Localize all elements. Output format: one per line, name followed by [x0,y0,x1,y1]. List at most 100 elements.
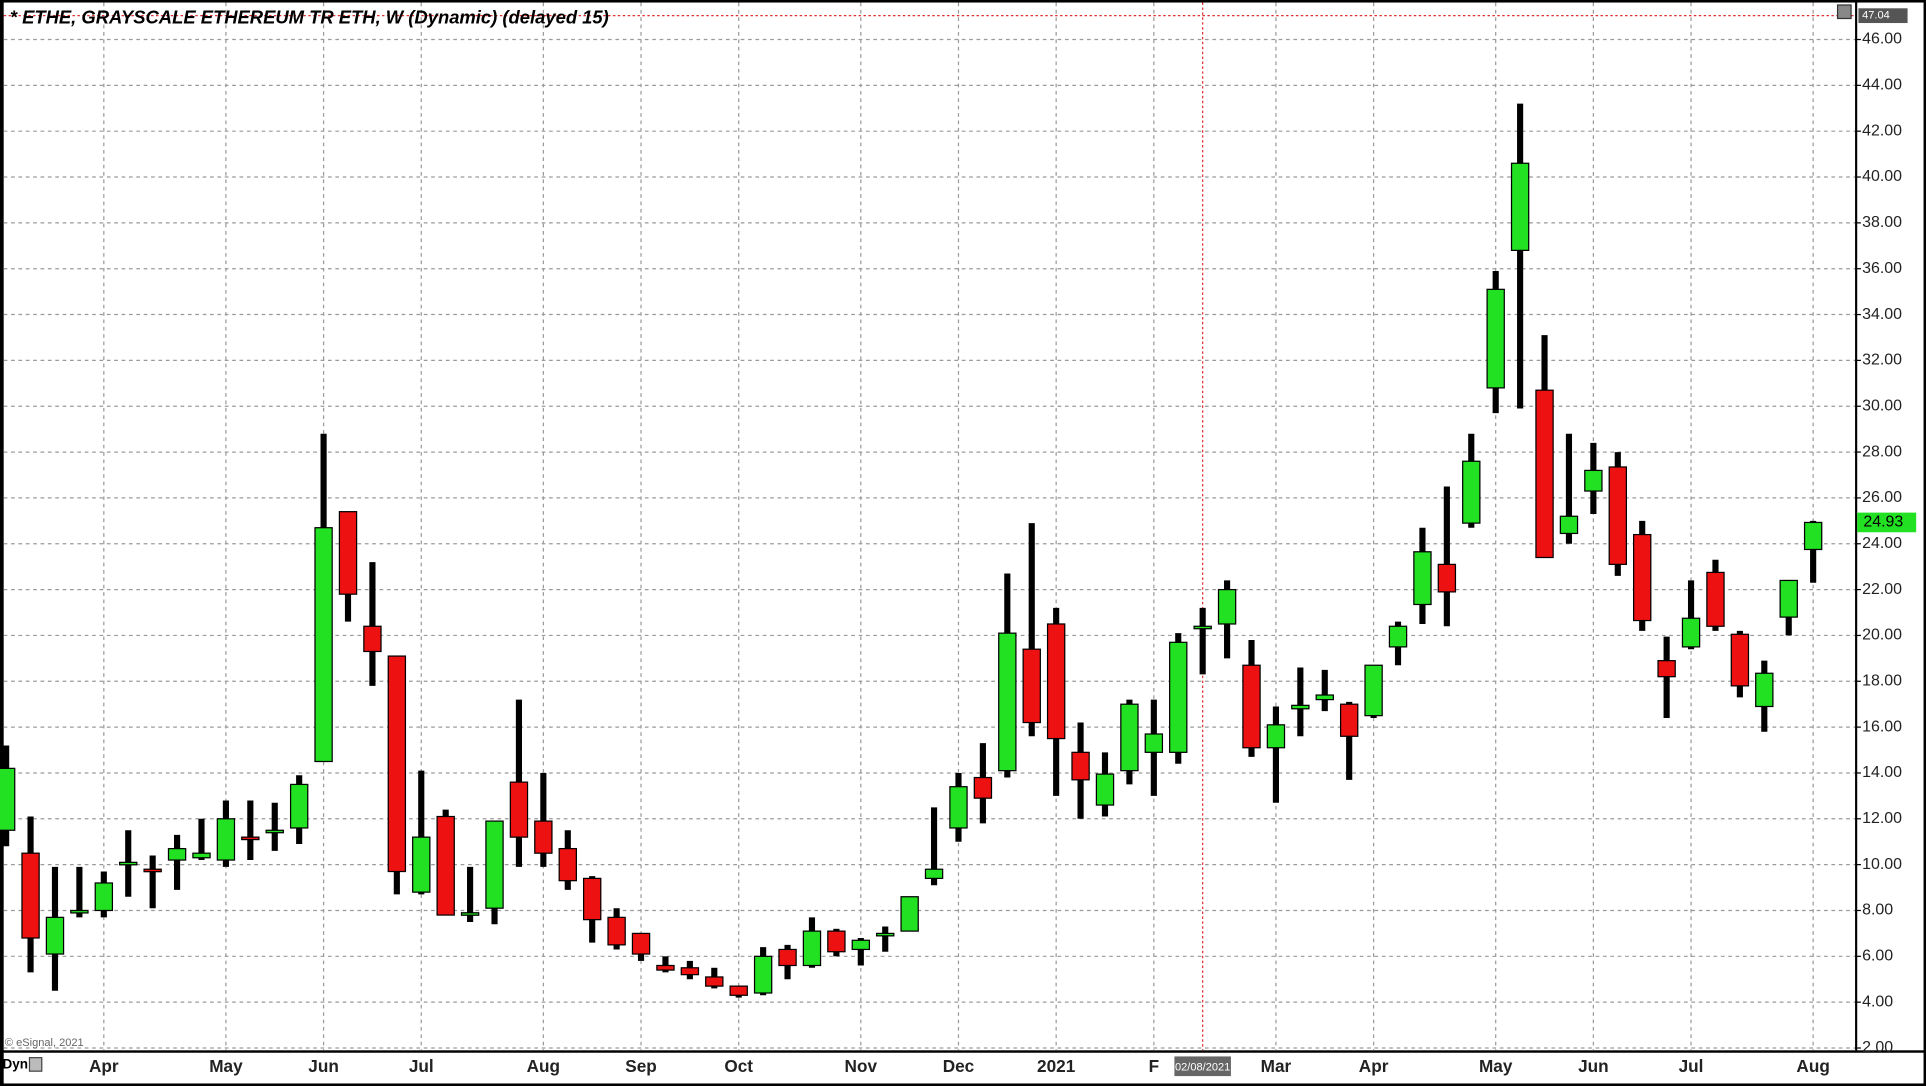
candle-body [1046,623,1066,740]
candle-body [509,781,529,838]
candle-body [1095,773,1115,806]
candle-body [924,868,944,880]
candle-body [998,632,1017,772]
candle-body [94,882,114,912]
candle-body [1584,469,1603,492]
x-tick-label: Aug [527,1056,560,1076]
candle-body [1535,389,1554,559]
candle-body [876,932,895,937]
x-tick-label: Jul [409,1056,434,1076]
copyright: © eSignal, 2021 [5,1037,84,1049]
candle-body [778,948,797,967]
candle-body [460,912,480,916]
candle-body [802,930,822,967]
y-tick-label: 22.00 [1862,581,1902,598]
x-tick-label: May [1479,1056,1513,1076]
interval-icon [28,1057,43,1072]
y-tick-label: 10.00 [1862,856,1902,873]
y-tick-label: 36.00 [1862,260,1902,277]
crosshair-date-box [1174,1056,1231,1077]
candle-body [1291,704,1310,710]
candle-body [534,820,553,854]
candle-body [1022,648,1041,724]
candle-body [1632,533,1652,622]
candle-body [1462,460,1481,524]
candle-body [1755,672,1774,708]
y-tick-label: 14.00 [1862,764,1902,781]
candle-body [1193,625,1212,630]
x-tick-label: Sep [625,1056,657,1076]
candle-body [1559,515,1579,535]
chart-title: * ETHE, GRAYSCALE ETHEREUM TR ETH, W (Dy… [10,6,609,27]
candle-body [314,527,333,763]
candle-body [656,964,675,971]
candle-body [1364,664,1383,717]
y-tick-label: 16.00 [1862,718,1902,735]
candle-body [558,847,577,882]
candle-body [1388,625,1408,648]
candle-body [582,877,602,921]
crosshair-value-label: 47.04 [1862,10,1890,22]
x-tick-label: Oct [724,1056,753,1076]
x-tick-label: Jul [1679,1056,1704,1076]
y-tick-label: 4.00 [1862,993,1893,1010]
candle-body [216,818,236,861]
y-tick-label: 42.00 [1862,122,1902,139]
last-price-box [1857,512,1917,533]
candle-body [1486,288,1505,389]
crosshair-date-label: 02/08/2021 [1175,1061,1230,1073]
interval-label: Dyn [2,1057,28,1072]
candle-body [363,625,382,653]
candle-body [949,786,968,829]
candle-body [387,655,407,873]
window-button[interactable] [1836,4,1852,20]
y-tick-label: 2.00 [1862,1039,1893,1056]
candle-body [412,836,431,893]
x-tick-label: Apr [1359,1056,1389,1076]
candle-body [192,852,211,859]
candle-body [1217,588,1237,625]
x-tick-label: F [1149,1056,1160,1076]
x-tick-label: 2021 [1037,1056,1076,1076]
x-tick-label: Aug [1796,1056,1829,1076]
candle-body [1681,617,1701,648]
labels: 2.00 4.00 6.00 8.00 10.00 12.00 14.00 16.00 18.0… [89,2,1917,1077]
candle-body [1169,641,1188,753]
candle-body [21,852,40,939]
candle-body [45,916,65,955]
candle-body [631,932,651,955]
candle-body [1144,733,1164,753]
candle-body [1730,633,1750,687]
x-tick-label: May [209,1056,243,1076]
y-tick-label: 18.00 [1862,672,1902,689]
candle-body [119,861,138,866]
x-tick-label: Mar [1261,1056,1292,1076]
y-tick-label: 38.00 [1862,214,1902,231]
y-tick-label: 40.00 [1862,168,1902,185]
candle-body [289,783,309,829]
candle-body [1510,162,1530,251]
x-tick-label: Jun [1578,1056,1609,1076]
candle-body [900,896,919,932]
candle-body [851,939,871,951]
y-tick-label: 20.00 [1862,627,1902,644]
y-tick-label: 28.00 [1862,443,1902,460]
candle-body [680,967,700,976]
candles [0,103,1823,998]
candle-body [143,868,162,873]
candle-body [1315,694,1334,701]
candle-body [1608,466,1628,565]
y-tick-label: 12.00 [1862,810,1902,827]
x-tick-label: Apr [89,1056,119,1076]
candle-body [1242,664,1261,749]
y-tick-label: 24.00 [1862,535,1902,552]
x-tick-label: Nov [845,1056,878,1076]
candle-body [753,955,773,994]
candle-body [436,815,455,916]
crosshair-value-box [1858,8,1908,24]
candle-body [1657,660,1676,678]
x-tick-label: Dec [943,1056,975,1076]
candle-body [1803,521,1823,551]
